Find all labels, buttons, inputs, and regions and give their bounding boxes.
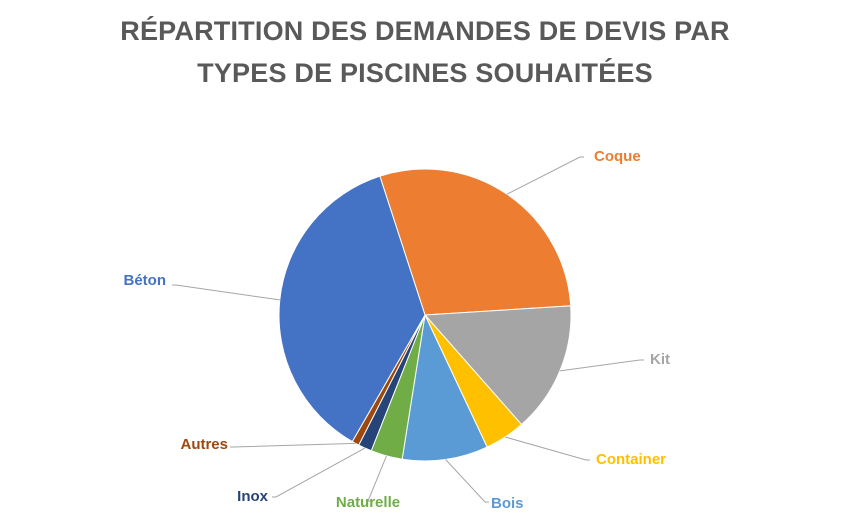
slice-label-kit: Kit bbox=[650, 351, 670, 368]
leader-line-autres bbox=[230, 442, 356, 448]
pie-slice-coque bbox=[379, 168, 572, 316]
leader-line-inox bbox=[272, 447, 366, 498]
leader-line-coque bbox=[506, 156, 584, 195]
leader-line-naturelle bbox=[367, 455, 387, 502]
slice-label-beton: Béton bbox=[124, 272, 167, 289]
chart-title-line-2: TYPES DE PISCINES SOUHAITÉES bbox=[197, 58, 653, 88]
chart-title-line-1: RÉPARTITION DES DEMANDES DE DEVIS PAR bbox=[120, 16, 730, 46]
slice-label-inox: Inox bbox=[237, 488, 268, 505]
leader-line-beton bbox=[172, 284, 280, 301]
leader-line-bois bbox=[445, 459, 489, 503]
slice-label-bois: Bois bbox=[491, 495, 524, 512]
pie-slice-bois bbox=[401, 313, 488, 462]
slice-label-coque: Coque bbox=[594, 148, 641, 165]
slice-label-naturelle: Naturelle bbox=[336, 494, 400, 511]
slice-label-autres: Autres bbox=[180, 436, 228, 453]
leader-line-kit bbox=[559, 359, 644, 372]
leader-line-container bbox=[505, 436, 590, 461]
slice-label-container: Container bbox=[596, 451, 666, 468]
pie-slice-kit bbox=[423, 305, 572, 426]
